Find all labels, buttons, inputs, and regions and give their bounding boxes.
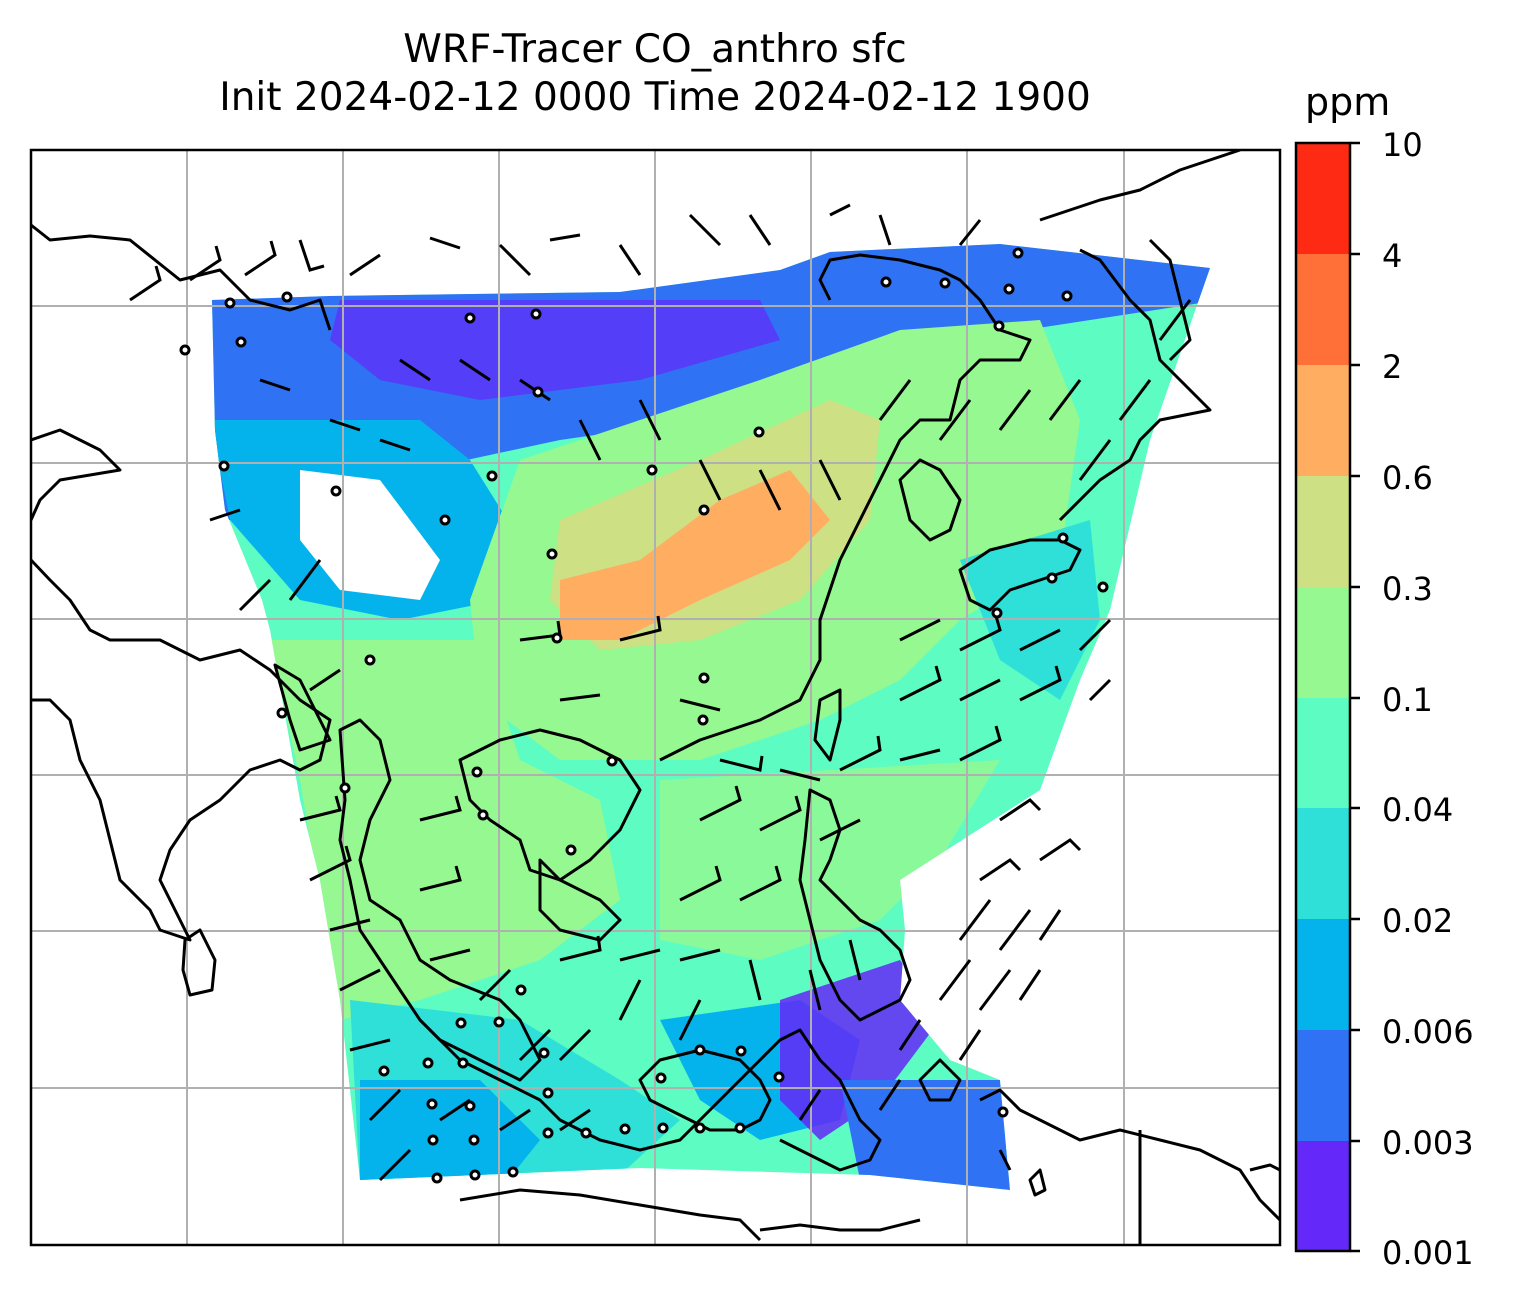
gridlines bbox=[31, 150, 1280, 1245]
colorbar-tick-label: 0.02 bbox=[1382, 902, 1454, 940]
co-concentration-field bbox=[212, 244, 1210, 1190]
colorbar-tick-label: 2 bbox=[1382, 348, 1403, 386]
colorbar-tick-label: 0.6 bbox=[1382, 459, 1433, 497]
colorbar-tick-label: 0.04 bbox=[1382, 791, 1454, 829]
title-line-2: Init 2024-02-12 0000 Time 2024-02-12 190… bbox=[219, 75, 1091, 120]
map-title: WRF-Tracer CO_anthro sfc Init 2024-02-12… bbox=[30, 26, 1280, 122]
title-line-1: WRF-Tracer CO_anthro sfc bbox=[403, 27, 907, 72]
colorbar-tick-label: 0.1 bbox=[1382, 681, 1433, 719]
coastlines bbox=[31, 150, 1280, 1245]
map-axes-frame bbox=[29, 148, 1282, 1247]
colorbar-unit-label: ppm bbox=[1305, 80, 1391, 124]
colorbar-tick-label: 0.3 bbox=[1382, 570, 1433, 608]
colorbar bbox=[1294, 141, 1360, 1253]
colorbar-tick-label: 0.003 bbox=[1382, 1124, 1474, 1162]
colorbar-tick-label: 0.001 bbox=[1382, 1234, 1474, 1272]
colorbar-tick-label: 0.006 bbox=[1382, 1013, 1474, 1051]
wind-barbs bbox=[129, 203, 1192, 1182]
colorbar-tick-label: 4 bbox=[1382, 237, 1403, 275]
colorbar-tick-label: 10 bbox=[1382, 126, 1423, 164]
calm-wind-markers bbox=[179, 247, 1109, 1184]
